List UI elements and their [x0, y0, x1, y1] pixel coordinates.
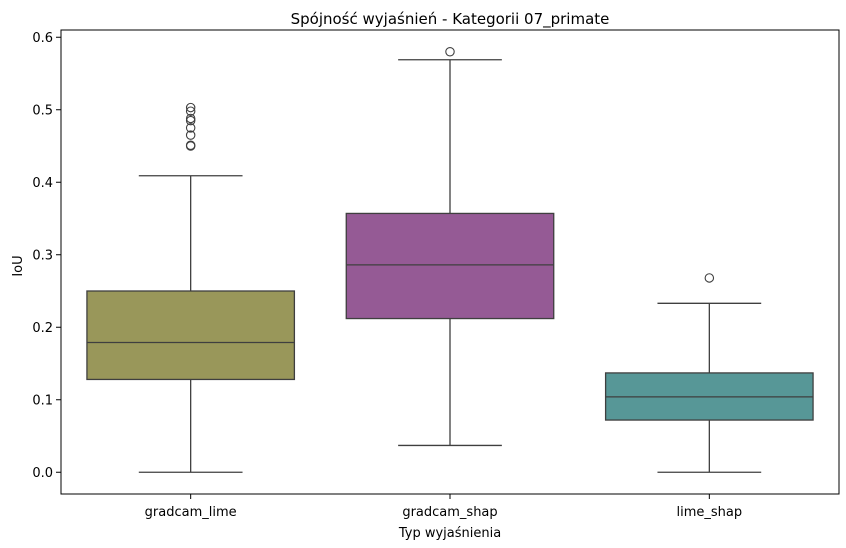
outlier-point — [445, 46, 455, 57]
y-tick-label: 0.1 — [32, 393, 53, 408]
box-gradcam_lime — [86, 102, 296, 473]
outlier-point — [185, 106, 196, 116]
y-tick-label: 0.5 — [32, 103, 53, 118]
box-iqr — [345, 212, 555, 320]
y-tick-label: 0.3 — [32, 248, 53, 263]
boxes-group — [86, 46, 814, 473]
plot-frame — [60, 29, 840, 495]
y-tick-label: 0.4 — [32, 176, 53, 191]
chart-title: Spójność wyjaśnień - Kategorii 07_primat… — [291, 10, 610, 29]
outlier-point — [185, 130, 196, 140]
x-axis-label: Typ wyjaśnienia — [398, 526, 501, 541]
y-axis-label: IoU — [11, 255, 26, 276]
outlier-point — [185, 123, 196, 133]
x-tick-label: gradcam_shap — [402, 505, 497, 520]
outlier-point — [185, 102, 196, 113]
box-gradcam_shap — [345, 46, 555, 447]
y-tick-label: 0.6 — [32, 31, 53, 46]
x-tick-label: lime_shap — [677, 505, 743, 520]
y-axis: 0.0 0.1 0.2 0.3 0.4 0.5 0.6 — [32, 31, 61, 481]
outlier-point — [185, 140, 196, 151]
y-tick-label: 0.0 — [32, 466, 53, 481]
x-axis: gradcam_lime gradcam_shap lime_shap — [145, 494, 742, 520]
outlier-point — [185, 113, 196, 124]
x-tick-label: gradcam_lime — [145, 505, 237, 520]
y-tick-label: 0.2 — [32, 321, 53, 336]
box-lime_shap — [604, 273, 814, 473]
outlier-point — [704, 273, 715, 283]
box-iqr — [86, 290, 296, 381]
